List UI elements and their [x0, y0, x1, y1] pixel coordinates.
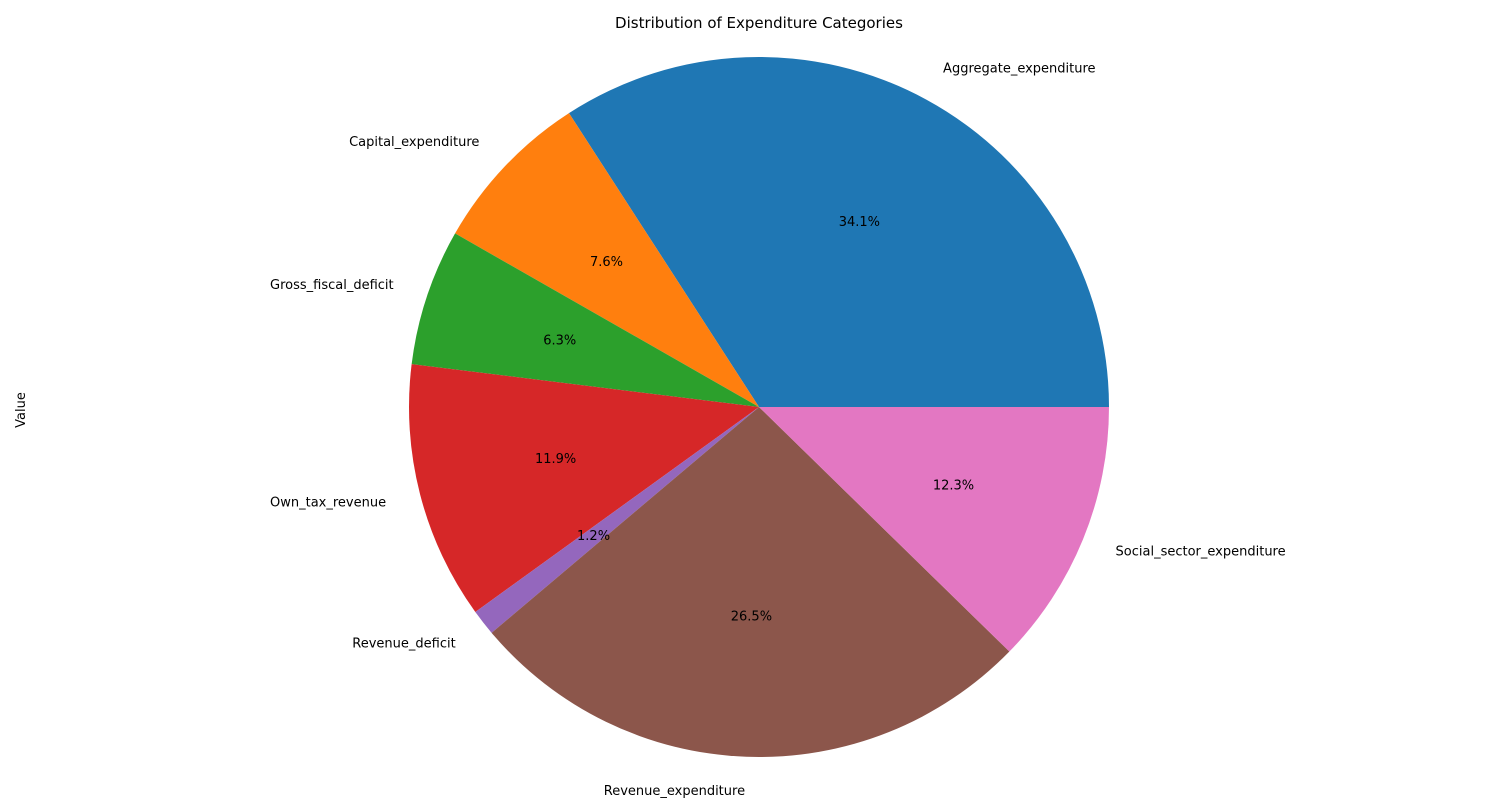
pie-category-label-aggregate-expenditure: Aggregate_expenditure	[943, 61, 1095, 76]
pie-slice-revenue-expenditure	[491, 407, 1010, 758]
y-axis-label: Value	[14, 392, 29, 428]
pie-percent-label-revenue-deficit: 1.2%	[577, 529, 610, 544]
pie-percent-label-own-tax-revenue: 11.9%	[535, 452, 576, 467]
pie-labels: 34.1% Aggregate_expenditure 7.6% Capital_ex…	[270, 61, 1286, 799]
pie-slice-revenue-deficit	[475, 407, 759, 633]
pie-category-label-capital-expenditure: Capital_expenditure	[349, 135, 479, 150]
pie-slice-social-sector-expenditure	[759, 407, 1109, 652]
pie-slices	[409, 56, 1109, 758]
pie-percent-label-social-sector-expenditure: 12.3%	[933, 479, 974, 494]
pie-category-label-revenue-deficit: Revenue_deficit	[352, 637, 455, 652]
pie-category-label-gross-fiscal-deficit: Gross_fiscal_deficit	[270, 278, 394, 293]
pie-percent-label-gross-fiscal-deficit: 6.3%	[543, 333, 576, 348]
pie-category-label-social-sector-expenditure: Social_sector_expenditure	[1116, 545, 1286, 560]
pie-slice-gross-fiscal-deficit	[411, 233, 759, 407]
pie-percent-label-revenue-expenditure: 26.5%	[731, 609, 772, 624]
pie-category-label-own-tax-revenue: Own_tax_revenue	[270, 495, 386, 510]
pie-slice-aggregate-expenditure	[568, 56, 1109, 407]
pie-slice-own-tax-revenue	[409, 364, 759, 613]
chart-title: Distribution of Expenditure Categories	[615, 14, 903, 32]
pie-percent-label-capital-expenditure: 7.6%	[590, 255, 623, 270]
pie-slice-capital-expenditure	[455, 113, 759, 407]
pie-category-label-revenue-expenditure: Revenue_expenditure	[604, 784, 745, 799]
pie-percent-label-aggregate-expenditure: 34.1%	[839, 215, 880, 230]
